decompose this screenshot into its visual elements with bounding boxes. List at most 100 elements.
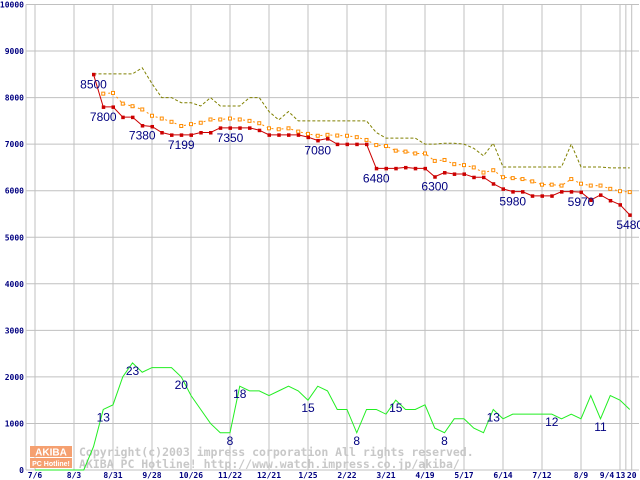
marker-min <box>404 165 408 170</box>
x-tick-label: 2/22 <box>337 471 356 480</box>
x-tick-label: 13 <box>616 471 626 480</box>
marker-average <box>296 129 301 134</box>
marker-average <box>432 158 437 163</box>
logo-akiba: AKIBA <box>35 448 67 459</box>
marker-min <box>160 131 164 135</box>
grid <box>26 4 639 471</box>
data-label-min: 6300 <box>421 180 448 194</box>
marker-min <box>443 171 447 175</box>
data-label-min: 7800 <box>90 110 117 124</box>
marker-average <box>208 117 213 122</box>
marker-average <box>627 190 632 195</box>
marker-min <box>501 187 505 191</box>
data-label-min: 7080 <box>304 143 331 157</box>
marker-min <box>599 193 603 197</box>
marker-average <box>403 149 408 154</box>
marker-average <box>354 135 359 140</box>
x-tick-label: 8/31 <box>103 471 122 480</box>
marker-average <box>393 148 398 153</box>
marker-min <box>345 142 349 147</box>
data-label-count: 8 <box>227 434 234 448</box>
marker-min <box>384 166 388 171</box>
data-label-min: 5970 <box>568 195 595 209</box>
marker-min <box>287 133 291 137</box>
marker-min <box>257 128 262 133</box>
marker-min <box>335 142 340 147</box>
x-tick-label: 7/12 <box>532 471 551 480</box>
data-label-count: 8 <box>353 434 360 448</box>
marker-average <box>510 176 515 181</box>
marker-min <box>92 72 96 77</box>
marker-min <box>101 105 106 109</box>
marker-average <box>588 183 593 188</box>
marker-average <box>335 133 340 138</box>
data-label-min: 8500 <box>80 77 107 91</box>
marker-min <box>491 182 496 186</box>
x-tick-label: 8/3 <box>67 471 82 480</box>
marker-min <box>511 190 515 194</box>
data-label-count: 15 <box>301 401 315 415</box>
marker-average <box>598 183 603 188</box>
logo-pc-hotline: PC Hotline! <box>32 461 70 468</box>
marker-average <box>374 143 379 148</box>
marker-average <box>491 168 496 173</box>
site-url-text: AKIBA PC Hotline! http://www.watch.impre… <box>79 457 460 471</box>
x-tick-label: 8/9 <box>574 471 589 480</box>
marker-average <box>559 183 564 188</box>
marker-min <box>579 190 583 195</box>
data-label-min: 7199 <box>168 138 195 152</box>
marker-average <box>315 133 320 138</box>
marker-average <box>257 121 262 126</box>
marker-min <box>228 126 232 130</box>
marker-average <box>111 90 115 95</box>
data-label-min: 5980 <box>499 195 526 209</box>
marker-min <box>462 172 466 176</box>
marker-average <box>101 91 106 96</box>
marker-min <box>365 142 369 147</box>
data-label-count: 13 <box>487 410 501 424</box>
x-tick-label: 1/25 <box>298 471 317 480</box>
data-label-count: 8 <box>441 434 448 448</box>
marker-min <box>452 172 457 176</box>
y-tick-label: 6000 <box>5 187 24 196</box>
y-tick-label: 1000 <box>5 419 24 428</box>
series-layer <box>35 67 632 471</box>
marker-average <box>325 132 330 137</box>
marker-min <box>482 175 486 180</box>
data-label-count: 11 <box>594 420 607 434</box>
marker-min <box>608 198 613 203</box>
marker-min <box>618 203 622 207</box>
marker-average <box>150 113 154 118</box>
copyright-text: Copyright(c)2003 impress corporation All… <box>79 445 474 459</box>
marker-average <box>423 151 427 156</box>
marker-min <box>179 133 184 137</box>
x-tick-label: 9/28 <box>142 471 161 480</box>
marker-average <box>218 117 223 122</box>
marker-average <box>276 127 281 132</box>
marker-min <box>277 133 281 137</box>
marker-min <box>628 213 632 217</box>
marker-average <box>237 117 242 122</box>
marker-average <box>364 137 369 142</box>
marker-min <box>306 135 310 140</box>
marker-min <box>355 142 359 147</box>
marker-average <box>228 116 232 121</box>
marker-min <box>530 194 535 198</box>
data-label-min: 7350 <box>217 131 244 145</box>
x-tick-label: 7/6 <box>28 471 43 480</box>
marker-average <box>549 182 554 187</box>
y-tick-label: 5000 <box>5 233 24 242</box>
marker-min <box>296 133 301 137</box>
x-tick-label: 10/26 <box>179 471 203 480</box>
marker-average <box>462 163 466 168</box>
data-label-min: 5480 <box>616 218 640 232</box>
marker-min <box>550 194 554 198</box>
marker-min <box>238 126 242 130</box>
marker-min <box>540 194 544 198</box>
data-labels: 8500 7800 7380 7199 7350 7080 6480 6300 5980 5970… <box>80 77 640 447</box>
marker-average <box>540 182 544 187</box>
y-tick-label: 9000 <box>5 47 24 56</box>
marker-average <box>169 119 174 124</box>
marker-average <box>442 157 447 162</box>
